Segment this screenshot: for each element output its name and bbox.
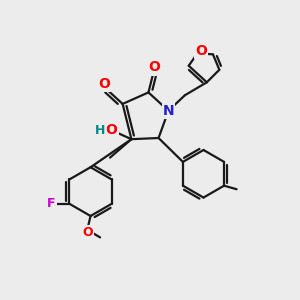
Text: F: F (47, 197, 56, 210)
Text: H: H (95, 124, 106, 137)
Text: N: N (163, 104, 174, 118)
Text: O: O (148, 61, 160, 74)
Text: O: O (106, 123, 117, 137)
Text: O: O (98, 77, 110, 91)
Text: O: O (83, 226, 94, 238)
Text: O: O (195, 44, 207, 58)
